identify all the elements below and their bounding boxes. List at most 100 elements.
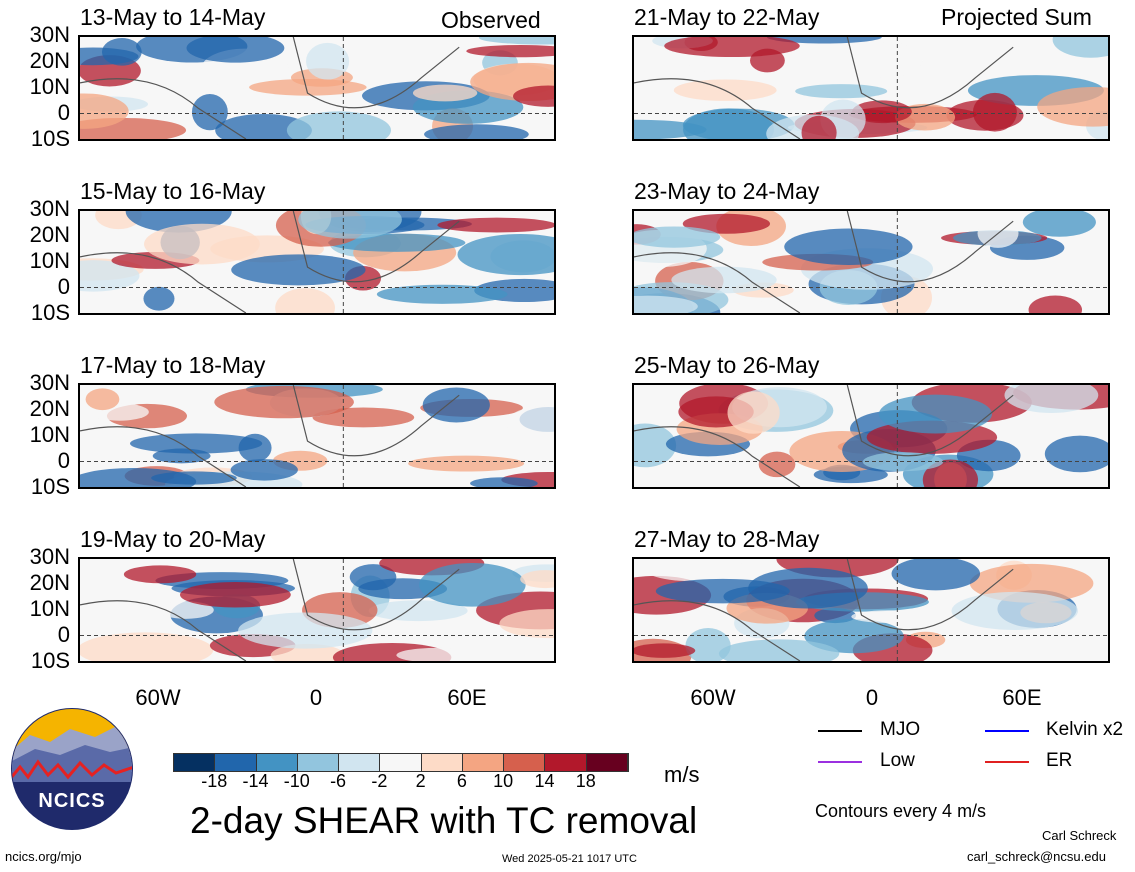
coastline <box>634 211 1014 313</box>
shear-blob <box>784 228 913 266</box>
colorbar-swatch <box>504 754 546 771</box>
shear-blob <box>466 45 554 58</box>
ncics-logo-graphic <box>11 708 133 830</box>
colorbar-tick-label: 2 <box>415 771 426 791</box>
shear-blob <box>123 565 197 584</box>
colorbar-tick-label: -6 <box>330 771 347 791</box>
coastline <box>634 385 1014 487</box>
panel-title: 27-May to 28-May <box>634 526 820 552</box>
shear-blob <box>634 423 677 468</box>
shear-blob <box>851 42 923 78</box>
shear-blob <box>422 387 490 423</box>
shear-blob <box>80 260 140 292</box>
shear-blob <box>214 385 354 419</box>
shear-blob <box>634 295 698 313</box>
colorbar-swatch <box>297 754 340 771</box>
lat-label: 0 <box>57 448 70 473</box>
shear-blob <box>349 564 397 591</box>
colorbar <box>173 753 629 772</box>
shear-blob <box>727 391 780 434</box>
shear-blob <box>286 111 392 139</box>
shear-blob <box>80 93 129 129</box>
shear-blob <box>275 288 335 313</box>
colorbar-tick-label: -14 <box>242 771 269 791</box>
shear-blob <box>238 612 373 649</box>
shear-blob <box>238 433 272 462</box>
footer-email: carl_schreck@ncsu.edu <box>967 849 1106 864</box>
lat-label: 10S <box>30 474 70 499</box>
shear-blob <box>795 84 888 99</box>
shear-blob <box>972 92 1017 132</box>
shear-blob <box>191 93 228 131</box>
shear-blob <box>520 570 554 589</box>
shear-blob <box>470 477 538 487</box>
shear-blob <box>748 567 868 609</box>
shear-blob <box>298 211 402 239</box>
lat-label: 10S <box>30 648 70 673</box>
shear-blob <box>249 79 367 96</box>
shear-blob <box>408 455 525 472</box>
shear-field <box>80 559 554 661</box>
shear-blob <box>1004 385 1099 414</box>
shear-blob <box>179 582 291 608</box>
panel-title: 15-May to 16-May <box>80 178 266 204</box>
coastline <box>634 37 1014 139</box>
shear-blob <box>804 618 904 654</box>
ncics-logo: NCICS <box>10 707 134 831</box>
shear-blob <box>270 643 345 661</box>
coastline <box>80 385 460 487</box>
shear-blob <box>951 591 1079 630</box>
shear-field <box>634 385 1108 487</box>
shear-blob <box>664 37 800 58</box>
colorbar-swatch <box>215 754 257 771</box>
shear-field <box>80 37 554 139</box>
lat-label: 0 <box>57 622 70 647</box>
shear-map-panel <box>78 383 556 489</box>
footer-timestamp: Wed 2025-05-21 1017 UTC <box>502 853 637 865</box>
shear-map-panel <box>632 209 1110 315</box>
lat-label: 30N <box>29 544 70 569</box>
shear-blob <box>1044 435 1108 473</box>
coastline <box>80 37 460 139</box>
colorbar-tick-label: 6 <box>456 771 467 791</box>
lat-label: 30N <box>29 196 70 221</box>
coastline <box>80 211 460 313</box>
lon-label: 0 <box>309 685 323 710</box>
shear-field <box>634 211 1108 313</box>
lat-label: 10N <box>29 248 70 273</box>
legend-label-mjo: MJO <box>880 719 921 740</box>
shear-blob <box>80 47 139 66</box>
colorbar-swatch <box>380 754 422 771</box>
shear-blob <box>186 37 285 63</box>
shear-blob <box>891 559 981 591</box>
shear-blob <box>851 610 926 623</box>
lat-label: 20N <box>29 396 70 421</box>
shear-map-panel <box>78 35 556 141</box>
panel-title: 13-May to 14-May <box>80 4 266 30</box>
shear-blob <box>312 407 415 428</box>
kelvin-legend-line <box>985 730 1029 732</box>
shear-map-panel <box>78 557 556 663</box>
panel-title: 17-May to 18-May <box>80 352 266 378</box>
lat-label: 0 <box>57 100 70 125</box>
shear-map-panel <box>632 557 1110 663</box>
shear-blob <box>478 37 554 45</box>
shear-field <box>634 559 1108 661</box>
shear-blob <box>1028 295 1083 313</box>
shear-blob <box>396 647 477 661</box>
panel-title: 21-May to 22-May <box>634 4 820 30</box>
colorbar-tick-label: -10 <box>283 771 310 791</box>
shear-blob <box>499 609 554 639</box>
logo-text: NCICS <box>38 790 106 812</box>
shear-blob <box>412 84 478 102</box>
lat-label: 10N <box>29 596 70 621</box>
shear-blob <box>457 234 554 276</box>
shear-blob <box>419 562 526 607</box>
shear-map-panel <box>632 35 1110 141</box>
colorbar-swatch <box>586 754 628 771</box>
shear-blob <box>634 643 696 658</box>
low-legend-line <box>818 761 862 763</box>
lat-label: 0 <box>57 274 70 299</box>
colorbar-tick-label: -2 <box>371 771 388 791</box>
colorbar-units: m/s <box>664 762 700 787</box>
